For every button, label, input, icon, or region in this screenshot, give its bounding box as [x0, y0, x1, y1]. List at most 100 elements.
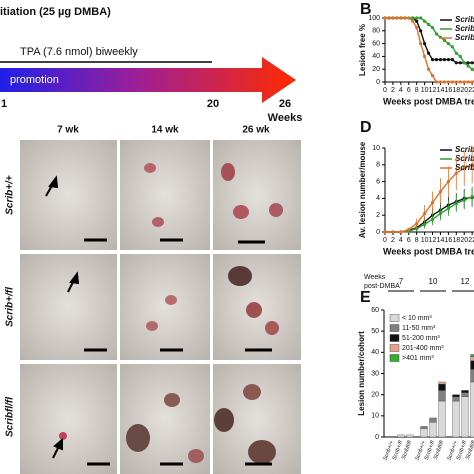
- point: [423, 222, 427, 227]
- point: [466, 64, 470, 68]
- y-tick-label: 80: [372, 28, 380, 35]
- bar-segment: [470, 354, 474, 357]
- column-label: 7 wk: [57, 125, 79, 136]
- legend-label: Scrib+/fl: [455, 24, 474, 33]
- timeline-arrow: [0, 57, 296, 103]
- x-tick-label: 16: [444, 87, 452, 94]
- point: [430, 201, 435, 205]
- y-tick-label: 0: [375, 434, 379, 441]
- point: [470, 195, 474, 199]
- column-label: 14 wk: [151, 125, 179, 136]
- point: [419, 16, 423, 20]
- y-tick-label: 20: [371, 392, 379, 399]
- bar-segment: [429, 417, 437, 423]
- x-tick-label: 14: [437, 87, 445, 94]
- point: [415, 222, 419, 226]
- group-label: 10: [429, 277, 438, 286]
- group-label: 12: [461, 277, 470, 286]
- timeline-tick: 20: [207, 98, 219, 110]
- point: [446, 180, 450, 184]
- point: [395, 16, 399, 20]
- x-axis-title: Weeks post DMBA treatment: [383, 96, 474, 106]
- timeline-unit: Weeks: [268, 112, 303, 124]
- point: [454, 80, 458, 84]
- point: [415, 16, 419, 20]
- row-label: Scrib+/+: [5, 175, 16, 215]
- x-tick-label: 2: [391, 87, 395, 94]
- point: [434, 32, 439, 36]
- point: [454, 201, 458, 206]
- y-tick-label: 10: [372, 145, 380, 152]
- legend-label: Scrib+/+: [455, 145, 474, 154]
- x-tick-label: 18: [452, 87, 460, 94]
- legend-label: < 10 mm³: [402, 315, 432, 322]
- x-tick-label: 8: [415, 237, 419, 244]
- panel-letter: D: [360, 119, 372, 136]
- point: [462, 198, 466, 202]
- point: [438, 190, 443, 194]
- x-tick-label: 22: [468, 87, 474, 94]
- y-tick-label: 0: [376, 79, 380, 86]
- row-label: Scribfl/fl: [5, 397, 16, 437]
- group-header: Weeks: [364, 274, 386, 281]
- y-tick-label: 0: [376, 229, 380, 236]
- x-tick-label: 16: [444, 237, 452, 244]
- promotion-label: promotion: [10, 74, 59, 86]
- legend-label: 11-50 mm³: [402, 325, 436, 332]
- point: [458, 54, 462, 59]
- bar-segment: [438, 390, 446, 402]
- x-tick-label: 12: [429, 87, 437, 94]
- y-tick-label: 50: [371, 328, 379, 335]
- y-tick-label: 6: [376, 178, 380, 185]
- bar-segment: [461, 392, 469, 397]
- point: [430, 74, 435, 78]
- point: [419, 42, 423, 46]
- bar-segment: [470, 381, 474, 438]
- y-axis-title: Av. lesion number/mouse: [358, 141, 367, 238]
- bar-segment: [438, 383, 446, 391]
- point: [434, 80, 439, 84]
- legend-label: Scribfl/fl: [455, 33, 474, 42]
- x-tick-label: 4: [399, 87, 403, 94]
- point: [426, 67, 431, 71]
- point: [423, 19, 427, 23]
- point: [383, 16, 387, 20]
- point: [430, 58, 435, 62]
- point: [470, 67, 474, 71]
- y-tick-label: 4: [376, 195, 380, 202]
- point: [454, 61, 458, 65]
- point: [407, 227, 411, 232]
- point: [442, 58, 447, 62]
- y-tick-label: 2: [376, 212, 380, 219]
- bar-segment: [461, 390, 469, 393]
- tpa-label: TPA (7.6 nmol) biweekly: [20, 46, 138, 58]
- timeline-tick: 26: [279, 98, 291, 110]
- y-tick-label: 30: [371, 370, 379, 377]
- point: [450, 58, 454, 62]
- point: [438, 211, 443, 216]
- point: [387, 16, 391, 20]
- point: [446, 80, 450, 84]
- point: [446, 58, 450, 62]
- x-tick-label: 22: [468, 237, 474, 244]
- group-label: 7: [399, 277, 404, 286]
- bar-segment: [438, 381, 446, 385]
- point: [438, 80, 443, 84]
- point: [454, 171, 458, 175]
- point: [403, 16, 407, 20]
- bar-segment: [420, 428, 428, 438]
- x-tick-label: 0: [383, 87, 387, 94]
- point: [423, 42, 427, 46]
- legend-swatch: [389, 344, 400, 352]
- x-tick-label: 6: [407, 87, 411, 94]
- photos: [20, 140, 301, 474]
- x-tick-label: 10: [421, 87, 429, 94]
- point: [434, 58, 439, 62]
- legend-label: Scrib+/+: [455, 15, 474, 24]
- x-tick-label: 18: [452, 237, 460, 244]
- x-tick-label: 14: [437, 237, 445, 244]
- panel-letter: B: [360, 1, 372, 18]
- point: [462, 80, 466, 84]
- bar-segment: [438, 400, 446, 438]
